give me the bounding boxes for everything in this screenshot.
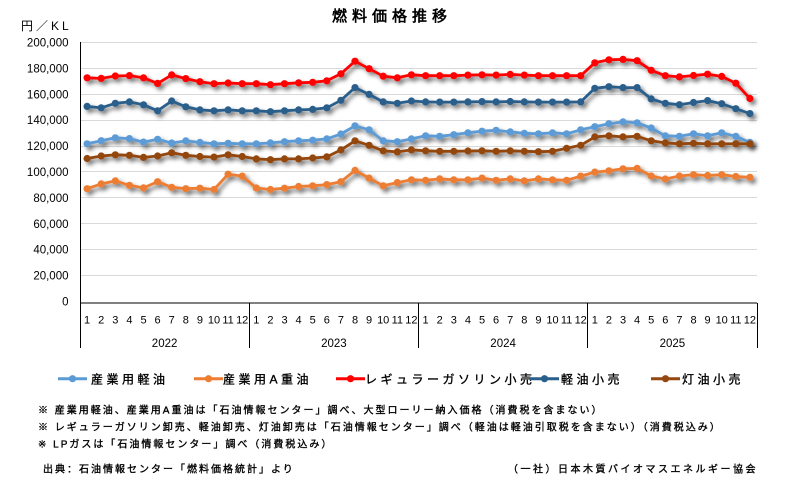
svg-text:4: 4	[126, 314, 132, 326]
svg-text:産業用軽油: 産業用軽油	[91, 372, 169, 387]
svg-text:80,000: 80,000	[33, 193, 68, 205]
svg-text:0: 0	[62, 296, 68, 308]
svg-text:1: 1	[592, 314, 598, 326]
svg-text:燃料価格推移: 燃料価格推移	[332, 7, 452, 25]
svg-text:120,000: 120,000	[27, 141, 69, 153]
svg-text:5: 5	[310, 314, 316, 326]
svg-text:4: 4	[465, 314, 471, 326]
svg-text:20,000: 20,000	[33, 271, 68, 283]
svg-text:3: 3	[112, 314, 118, 326]
svg-text:8: 8	[521, 314, 527, 326]
svg-text:7: 7	[169, 314, 175, 326]
svg-text:10: 10	[546, 314, 558, 326]
svg-text:2: 2	[606, 314, 612, 326]
svg-text:6: 6	[155, 314, 161, 326]
svg-text:9: 9	[366, 314, 372, 326]
svg-text:2023: 2023	[321, 338, 347, 350]
svg-text:10: 10	[377, 314, 389, 326]
svg-text:3: 3	[620, 314, 626, 326]
svg-text:7: 7	[507, 314, 513, 326]
svg-text:5: 5	[479, 314, 485, 326]
svg-text:40,000: 40,000	[33, 245, 68, 257]
svg-text:9: 9	[535, 314, 541, 326]
svg-text:1: 1	[253, 314, 259, 326]
svg-text:4: 4	[296, 314, 302, 326]
svg-text:6: 6	[662, 314, 668, 326]
svg-text:7: 7	[338, 314, 344, 326]
svg-text:11: 11	[222, 314, 233, 326]
svg-text:※ LPガスは「石油情報センター」調べ（消費税込み）: ※ LPガスは「石油情報センター」調べ（消費税込み）	[38, 438, 333, 451]
svg-text:3: 3	[281, 314, 287, 326]
svg-text:8: 8	[183, 314, 189, 326]
svg-text:産業用A重油: 産業用A重油	[223, 372, 312, 387]
svg-text:9: 9	[197, 314, 203, 326]
svg-text:200,000: 200,000	[27, 38, 69, 50]
svg-text:8: 8	[352, 314, 358, 326]
svg-text:6: 6	[324, 314, 330, 326]
svg-text:2022: 2022	[152, 338, 178, 350]
svg-text:5: 5	[648, 314, 654, 326]
svg-text:180,000: 180,000	[27, 64, 69, 76]
svg-text:8: 8	[690, 314, 696, 326]
svg-text:2: 2	[267, 314, 273, 326]
svg-text:10: 10	[208, 314, 220, 326]
svg-text:灯油小売: 灯油小売	[682, 372, 744, 387]
svg-text:12: 12	[744, 314, 756, 326]
svg-text:3: 3	[451, 314, 457, 326]
svg-text:2: 2	[437, 314, 443, 326]
svg-text:※ レギュラーガソリン卸売、軽油卸売、灯油卸売は「石油情報セ: ※ レギュラーガソリン卸売、軽油卸売、灯油卸売は「石油情報センター」調べ（軽油は…	[38, 421, 722, 434]
svg-text:4: 4	[634, 314, 640, 326]
svg-text:11: 11	[392, 314, 403, 326]
svg-text:9: 9	[705, 314, 711, 326]
svg-text:100,000: 100,000	[27, 167, 69, 179]
svg-text:1: 1	[423, 314, 429, 326]
svg-text:※ 産業用軽油、産業用A重油は「石油情報センター」調べ、大型: ※ 産業用軽油、産業用A重油は「石油情報センター」調べ、大型ローリー納入価格（消…	[38, 404, 603, 417]
svg-text:6: 6	[493, 314, 499, 326]
svg-text:レギュラーガソリン小売: レギュラーガソリン小売	[365, 372, 536, 387]
svg-text:出典：石油情報センター「燃料価格統計」より: 出典：石油情報センター「燃料価格統計」より	[43, 463, 295, 476]
svg-text:10: 10	[716, 314, 728, 326]
svg-text:5: 5	[140, 314, 146, 326]
svg-text:11: 11	[730, 314, 741, 326]
svg-text:2: 2	[98, 314, 104, 326]
svg-text:12: 12	[575, 314, 587, 326]
svg-text:2025: 2025	[660, 338, 686, 350]
svg-text:11: 11	[561, 314, 572, 326]
svg-text:2024: 2024	[490, 338, 516, 350]
svg-text:（一社）日本木質バイオマスエネルギー協会: （一社）日本木質バイオマスエネルギー協会	[508, 463, 758, 476]
svg-text:円／KL: 円／KL	[21, 19, 72, 33]
svg-text:1: 1	[84, 314, 90, 326]
svg-text:60,000: 60,000	[33, 219, 68, 231]
svg-text:7: 7	[676, 314, 682, 326]
svg-text:12: 12	[405, 314, 417, 326]
svg-text:160,000: 160,000	[27, 89, 69, 101]
svg-text:12: 12	[236, 314, 248, 326]
svg-text:140,000: 140,000	[27, 115, 69, 127]
svg-text:軽油小売: 軽油小売	[561, 372, 623, 387]
